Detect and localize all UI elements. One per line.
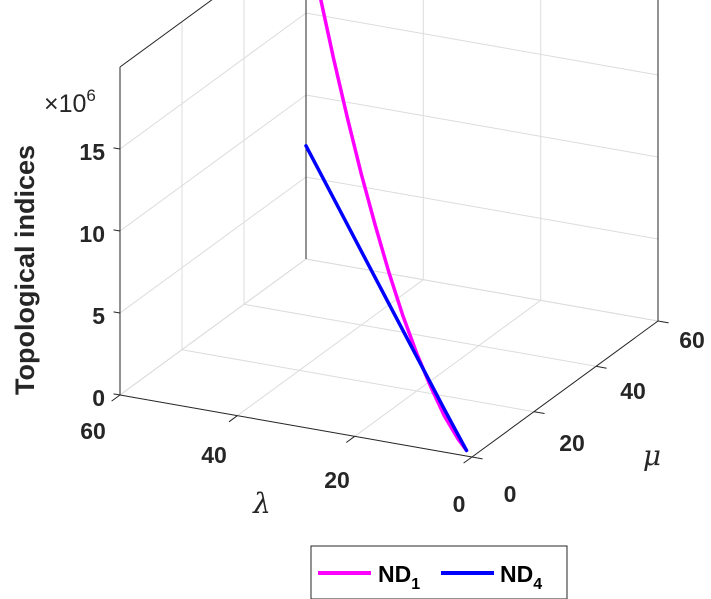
series-lines [304,0,469,453]
z-multiplier: ×106 [44,86,96,118]
grid-lines [119,0,659,458]
x-axis-label: λ [252,487,271,520]
z-tick-mark [113,229,121,232]
z-tick-mark [113,147,121,150]
y-tick-mark [471,456,483,460]
x-tick-mark [228,415,238,423]
y-axis-line [471,320,659,458]
box-edge [119,0,213,68]
legend-label-nd1-sub: 1 [411,576,420,593]
axes [111,0,669,464]
legend: ND1 ND4 [310,545,568,599]
z-tick-label-5: 5 [92,303,105,329]
z-tick-label-0: 0 [92,385,105,411]
y-tick-mark [533,411,545,414]
z-multiplier-base: ×10 [44,90,86,118]
y-tick-label-20: 20 [559,430,585,456]
grid-line [237,279,424,417]
grid-line [119,176,307,314]
grid-line [181,349,535,413]
grid-line [305,12,659,76]
legend-label-nd4-base: ND [500,561,533,587]
z-multiplier-exponent: 6 [86,86,95,105]
grid-line [305,94,659,158]
grid-line [305,176,659,240]
legend-label-nd4-sub: 4 [533,576,542,593]
y-tick-mark [657,320,669,324]
x-tick-label-40: 40 [201,442,227,468]
z-tick-mark [113,393,121,396]
series-line-nd4 [304,144,469,453]
x-tick-labels: 0 20 40 60 [80,418,465,517]
y-tick-mark [595,365,607,369]
x-axis-line [119,394,473,458]
x-tick-mark [346,435,355,443]
y-tick-label-0: 0 [504,481,517,507]
legend-label-nd4: ND4 [500,561,542,593]
y-tick-label-40: 40 [620,378,646,404]
y-tick-label-60: 60 [679,327,705,353]
z-tick-label-10: 10 [79,221,105,247]
z-tick-labels: 0 5 10 15 [79,139,105,411]
series-line-nd1 [319,0,469,453]
grid-line [354,299,541,437]
legend-label-nd1-base: ND [378,561,411,587]
x-tick-label-0: 0 [453,491,466,517]
y-axis-label: μ [643,439,661,472]
x-tick-label-60: 60 [80,418,106,444]
grid-line [243,303,597,367]
grid-line [119,12,307,150]
z-tick-mark [113,311,121,314]
z-tick-label-15: 15 [79,139,105,165]
grid-line [305,258,659,322]
x-tick-mark [111,394,121,402]
y-tick-labels: 0 20 40 60 [504,327,705,507]
legend-label-nd1: ND1 [378,561,420,593]
grid-line [119,258,307,396]
grid-line [119,94,307,232]
z-axis-label: Topological indices [10,145,40,395]
x-tick-label-20: 20 [324,467,350,493]
x-tick-mark [463,456,473,464]
